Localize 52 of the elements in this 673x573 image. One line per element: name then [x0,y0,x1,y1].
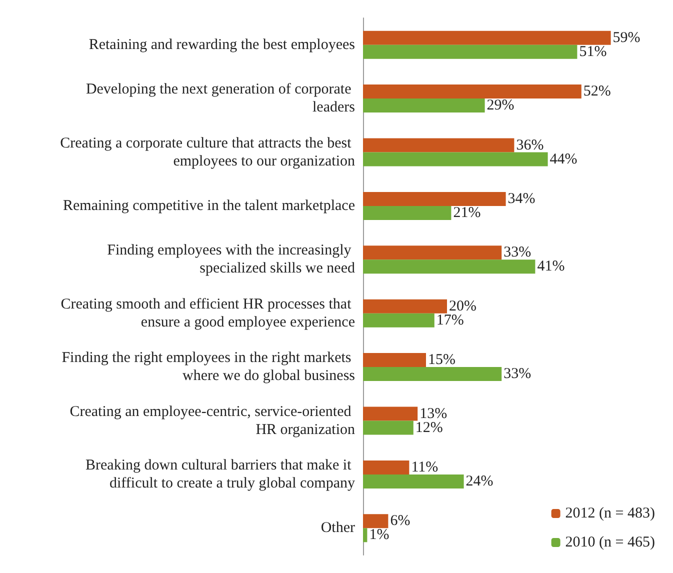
bar [363,528,368,542]
data-label: 33% [504,244,532,261]
bar [363,98,485,113]
bar [363,474,464,488]
legend-label: 2012 (n = 483) [565,506,656,522]
y-tick-label: Creating an employee-centric, service-oriented HR organization [70,404,356,438]
y-tick-label: Finding employees with the increasingly specialized skills we need [107,242,356,277]
data-label: 11% [411,459,438,476]
bar [363,406,418,421]
data-label: 6% [390,513,410,530]
data-label: 36% [516,137,544,154]
data-label: 15% [428,352,456,368]
bar [363,260,536,274]
data-label: 59% [612,30,640,46]
bar [363,84,582,99]
y-tick-label: Creating smooth and efficient HR processes that ensure a good employee experience [60,296,356,330]
y-tick-label: Other [320,520,355,536]
bar [363,30,611,45]
data-label: 20% [449,298,476,314]
data-label: 17% [436,312,464,328]
bar [363,313,434,328]
y-tick-label: Remaining competitive in the talent marketplace [63,198,356,214]
bar [363,246,502,260]
bar [363,206,452,220]
bar [363,420,414,435]
bar [363,460,410,474]
y-tick-label: Breaking down cultural barriers that make it difficult to create a truly global company [86,457,356,492]
data-label: 13% [420,406,448,422]
data-label: 24% [466,473,494,490]
data-label: 29% [486,98,514,114]
bar [363,299,447,314]
legend-label: 2010 (n = 465) [565,534,656,550]
data-label: 44% [550,151,578,168]
bar [363,353,426,368]
data-label: 52% [583,84,611,100]
bar [363,44,578,59]
data-label: 1% [369,527,390,544]
data-label: 21% [453,204,481,221]
bar [363,367,502,382]
bar [363,514,388,528]
bar [363,192,506,206]
data-label: 51% [579,44,607,60]
data-label: 33% [504,366,532,382]
y-tick-label: Creating a corporate culture that attracts the best employees to our organization [60,135,356,170]
bar [363,152,548,166]
y-tick-label: Retaining and rewarding the best employees [88,36,356,53]
data-label: 12% [415,420,443,436]
y-tick-label: Finding the right employees in the right markets where we do global business [62,350,356,384]
y-tick-label: Developing the next generation of corporate leaders [86,82,356,116]
data-label: 34% [508,190,536,207]
data-label: 41% [537,258,565,275]
bar [363,138,514,152]
